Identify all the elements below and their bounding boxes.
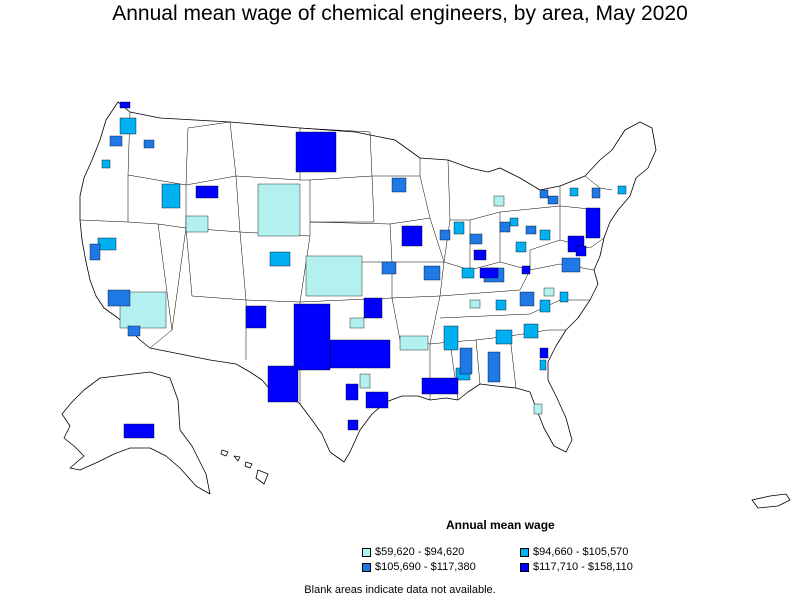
map-title: Annual mean wage of chemical engineers, … — [112, 2, 688, 25]
legend-item-2: $94,660 - $105,570 — [520, 546, 628, 558]
legend-label-4: $117,710 - $158,110 — [533, 561, 633, 573]
legend-label-2: $94,660 - $105,570 — [533, 546, 629, 558]
legend-item-1: $59,620 - $94,620 — [362, 546, 464, 558]
puerto-rico-outline — [751, 493, 791, 509]
hawaii-outline — [220, 449, 269, 485]
footnote: Blank areas indicate data not available. — [304, 584, 496, 596]
legend-swatch-1 — [362, 547, 371, 557]
legend-label-1: $59,620 - $94,620 — [375, 546, 465, 558]
legend-swatch-2 — [520, 547, 529, 557]
legend-label-3: $105,690 - $117,380 — [375, 561, 476, 573]
legend-item-3: $105,690 - $117,380 — [362, 561, 476, 573]
legend-swatch-4 — [520, 562, 529, 572]
legend-item-4: $117,710 - $158,110 — [520, 561, 633, 573]
legend-swatch-3 — [362, 562, 371, 572]
legend-title: Annual mean wage — [446, 518, 555, 532]
